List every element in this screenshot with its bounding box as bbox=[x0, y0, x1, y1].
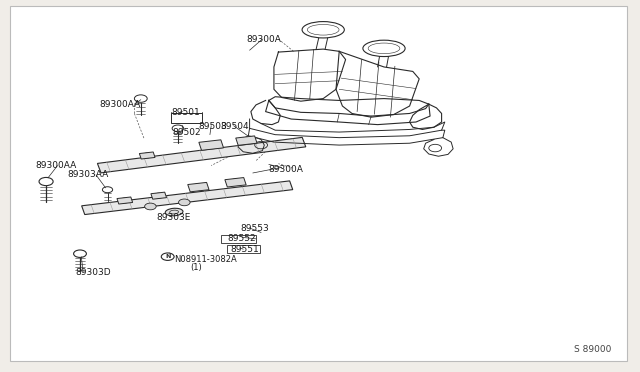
Circle shape bbox=[205, 142, 217, 148]
Text: N08911-3082A: N08911-3082A bbox=[174, 255, 237, 264]
Circle shape bbox=[230, 179, 241, 186]
Circle shape bbox=[145, 203, 156, 210]
Text: 89551: 89551 bbox=[230, 245, 259, 254]
Circle shape bbox=[143, 153, 152, 158]
Text: (1): (1) bbox=[191, 263, 202, 272]
Polygon shape bbox=[225, 177, 246, 187]
Bar bbox=[227, 245, 260, 253]
Polygon shape bbox=[199, 140, 223, 150]
Text: 89300AA: 89300AA bbox=[35, 161, 76, 170]
Bar bbox=[221, 235, 256, 243]
Text: 89303E: 89303E bbox=[157, 213, 191, 222]
Text: 89504: 89504 bbox=[221, 122, 250, 131]
Text: 89553: 89553 bbox=[240, 224, 269, 233]
Text: 89300A: 89300A bbox=[269, 165, 303, 174]
Text: S 89000: S 89000 bbox=[574, 345, 611, 354]
Text: 89303AA: 89303AA bbox=[67, 170, 108, 179]
Text: 89501: 89501 bbox=[172, 108, 200, 117]
Polygon shape bbox=[82, 181, 292, 215]
Text: 89300AA: 89300AA bbox=[99, 100, 140, 109]
Polygon shape bbox=[97, 137, 306, 173]
Circle shape bbox=[154, 193, 163, 198]
Circle shape bbox=[120, 198, 129, 203]
Polygon shape bbox=[151, 192, 166, 199]
Polygon shape bbox=[117, 197, 132, 204]
Polygon shape bbox=[236, 136, 257, 145]
Text: 89300A: 89300A bbox=[246, 35, 281, 44]
Circle shape bbox=[161, 253, 174, 260]
Bar bbox=[171, 113, 202, 123]
Polygon shape bbox=[140, 152, 155, 159]
Text: 89502: 89502 bbox=[173, 128, 202, 137]
Text: 89503: 89503 bbox=[198, 122, 227, 131]
Circle shape bbox=[193, 184, 204, 190]
Text: N: N bbox=[165, 254, 170, 259]
Ellipse shape bbox=[165, 208, 183, 216]
Polygon shape bbox=[188, 182, 209, 192]
Text: 89303D: 89303D bbox=[76, 268, 111, 277]
Circle shape bbox=[241, 137, 252, 144]
Text: 89552: 89552 bbox=[227, 234, 256, 243]
Circle shape bbox=[179, 199, 190, 206]
